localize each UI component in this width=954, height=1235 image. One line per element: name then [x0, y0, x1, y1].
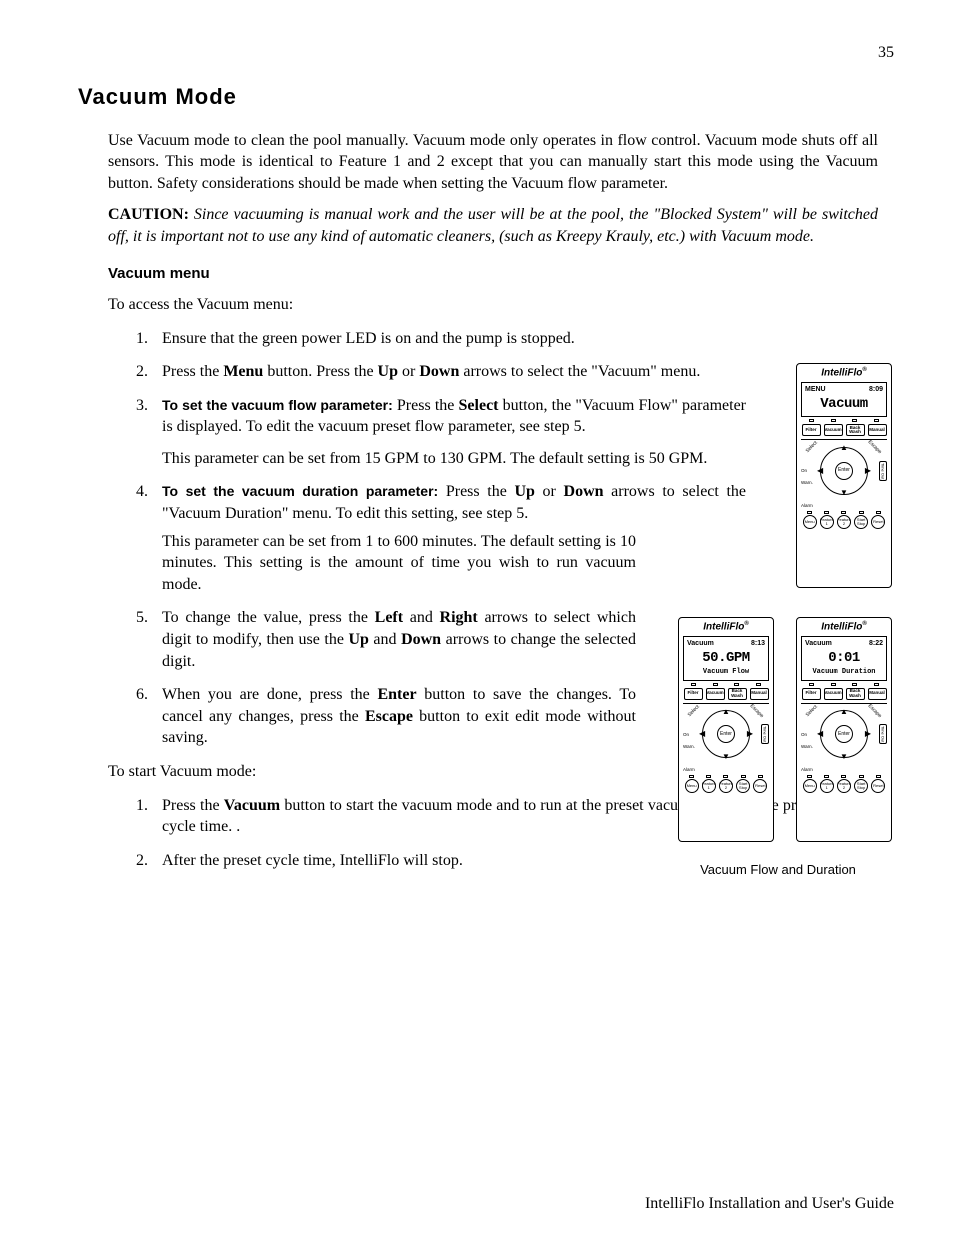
startstop-button[interactable]: Start Stop: [854, 779, 868, 793]
up-arrow-button[interactable]: ▲: [722, 708, 730, 716]
lcd-screen: MENU8:09 Vacuum: [801, 382, 887, 417]
select-button[interactable]: Select: [805, 440, 820, 455]
figure-caption: Vacuum Flow and Duration: [688, 861, 868, 879]
select-button[interactable]: Select: [805, 704, 820, 719]
step-6: 6.When you are done, press the Enter but…: [136, 684, 636, 749]
manual-button[interactable]: Manual: [868, 424, 887, 436]
step-5: 5.To change the value, press the Left an…: [136, 607, 636, 672]
menu-button[interactable]: Menu: [685, 779, 699, 793]
select-button[interactable]: Select: [687, 704, 702, 719]
feature2-button[interactable]: Feature 2: [719, 779, 733, 793]
step-4-sub: This parameter can be set from 1 to 600 …: [162, 531, 636, 596]
caution-body: Since vacuuming is manual work and the u…: [108, 206, 878, 245]
nav-pad: On Warn. Select Escape ▲ ▼ ◀ ▶ Enter Tim…: [801, 439, 887, 501]
right-arrow-button[interactable]: ▶: [865, 730, 871, 738]
subsection-title: Vacuum menu: [108, 264, 878, 284]
control-panel-duration: IntelliFlo® Vacuum8:22 0:01 Vacuum Durat…: [796, 617, 892, 842]
startstop-button[interactable]: Start Stop: [854, 515, 868, 529]
vacuum-button[interactable]: Vacuum: [824, 688, 843, 700]
down-arrow-button[interactable]: ▼: [840, 489, 848, 497]
filter-button[interactable]: Filter: [802, 424, 821, 436]
reset-button[interactable]: Reset: [753, 779, 767, 793]
escape-button[interactable]: Escape: [866, 439, 883, 456]
vacuum-button[interactable]: Vacuum: [706, 688, 725, 700]
panel-brand: IntelliFlo®: [797, 364, 891, 381]
backwash-button[interactable]: Back Wash: [846, 424, 865, 436]
reset-button[interactable]: Reset: [871, 779, 885, 793]
control-panel-flow: IntelliFlo® Vacuum8:13 50.GPM Vacuum Flo…: [678, 617, 774, 842]
lcd-screen: Vacuum8:13 50.GPM Vacuum Flow: [683, 636, 769, 681]
left-arrow-button[interactable]: ◀: [817, 730, 823, 738]
menu-button[interactable]: Menu: [803, 779, 817, 793]
vacuum-button[interactable]: Vacuum: [824, 424, 843, 436]
feature1-button[interactable]: Feature 1: [820, 779, 834, 793]
manual-button[interactable]: Manual: [868, 688, 887, 700]
access-steps-continued: This parameter can be set from 1 to 600 …: [136, 531, 636, 749]
access-steps: 1.Ensure that the green power LED is on …: [136, 328, 746, 525]
reset-button[interactable]: Reset: [871, 515, 885, 529]
control-panel-menu: IntelliFlo® MENU8:09 Vacuum Filter Vacuu…: [796, 363, 892, 588]
down-arrow-button[interactable]: ▼: [840, 753, 848, 761]
left-arrow-button[interactable]: ◀: [699, 730, 705, 738]
up-arrow-button[interactable]: ▲: [840, 444, 848, 452]
up-arrow-button[interactable]: ▲: [840, 708, 848, 716]
filter-button[interactable]: Filter: [684, 688, 703, 700]
led-row: [801, 419, 887, 422]
led-row-2: [801, 511, 887, 514]
escape-button[interactable]: Escape: [866, 703, 883, 720]
feature1-button[interactable]: Feature 1: [702, 779, 716, 793]
step-2: 2.Press the Menu button. Press the Up or…: [136, 361, 746, 383]
access-intro: To access the Vacuum menu:: [108, 294, 878, 316]
startstop-button[interactable]: Start Stop: [736, 779, 750, 793]
filter-button[interactable]: Filter: [802, 688, 821, 700]
caution-lead: CAUTION:: [108, 206, 189, 223]
page-number: 35: [878, 42, 894, 64]
enter-button[interactable]: Enter: [717, 725, 735, 743]
feature2-button[interactable]: Feature 2: [837, 779, 851, 793]
timeout-button[interactable]: Time Out: [879, 461, 887, 481]
right-arrow-button[interactable]: ▶: [865, 467, 871, 475]
timeout-button[interactable]: Time Out: [879, 724, 887, 744]
escape-button[interactable]: Escape: [748, 703, 765, 720]
step-3-sub: This parameter can be set from 15 GPM to…: [162, 448, 746, 470]
round-button-row: Menu Feature 1 Feature 2 Start Stop Rese…: [801, 515, 887, 529]
enter-button[interactable]: Enter: [835, 462, 853, 480]
panel-brand: IntelliFlo®: [679, 618, 773, 635]
section-title: Vacuum Mode: [78, 82, 894, 112]
manual-button[interactable]: Manual: [750, 688, 769, 700]
enter-button[interactable]: Enter: [835, 725, 853, 743]
step-4: 4.To set the vacuum duration parameter: …: [136, 481, 746, 524]
mode-button-row: Filter Vacuum Back Wash Manual: [801, 424, 887, 436]
feature2-button[interactable]: Feature 2: [837, 515, 851, 529]
menu-button[interactable]: Menu: [803, 515, 817, 529]
timeout-button[interactable]: Time Out: [761, 724, 769, 744]
feature1-button[interactable]: Feature 1: [820, 515, 834, 529]
step-4-sub-wrap: This parameter can be set from 1 to 600 …: [136, 531, 636, 596]
step-3: 3.To set the vacuum flow parameter: Pres…: [136, 395, 746, 470]
caution-paragraph: CAUTION: Since vacuuming is manual work …: [108, 204, 878, 247]
down-arrow-button[interactable]: ▼: [722, 753, 730, 761]
step-1: 1.Ensure that the green power LED is on …: [136, 328, 746, 350]
intro-paragraph: Use Vacuum mode to clean the pool manual…: [108, 130, 878, 195]
footer-text: IntelliFlo Installation and User's Guide: [645, 1193, 894, 1215]
backwash-button[interactable]: Back Wash: [846, 688, 865, 700]
backwash-button[interactable]: Back Wash: [728, 688, 747, 700]
lcd-screen: Vacuum8:22 0:01 Vacuum Duration: [801, 636, 887, 681]
panel-brand: IntelliFlo®: [797, 618, 891, 635]
left-arrow-button[interactable]: ◀: [817, 467, 823, 475]
right-arrow-button[interactable]: ▶: [747, 730, 753, 738]
